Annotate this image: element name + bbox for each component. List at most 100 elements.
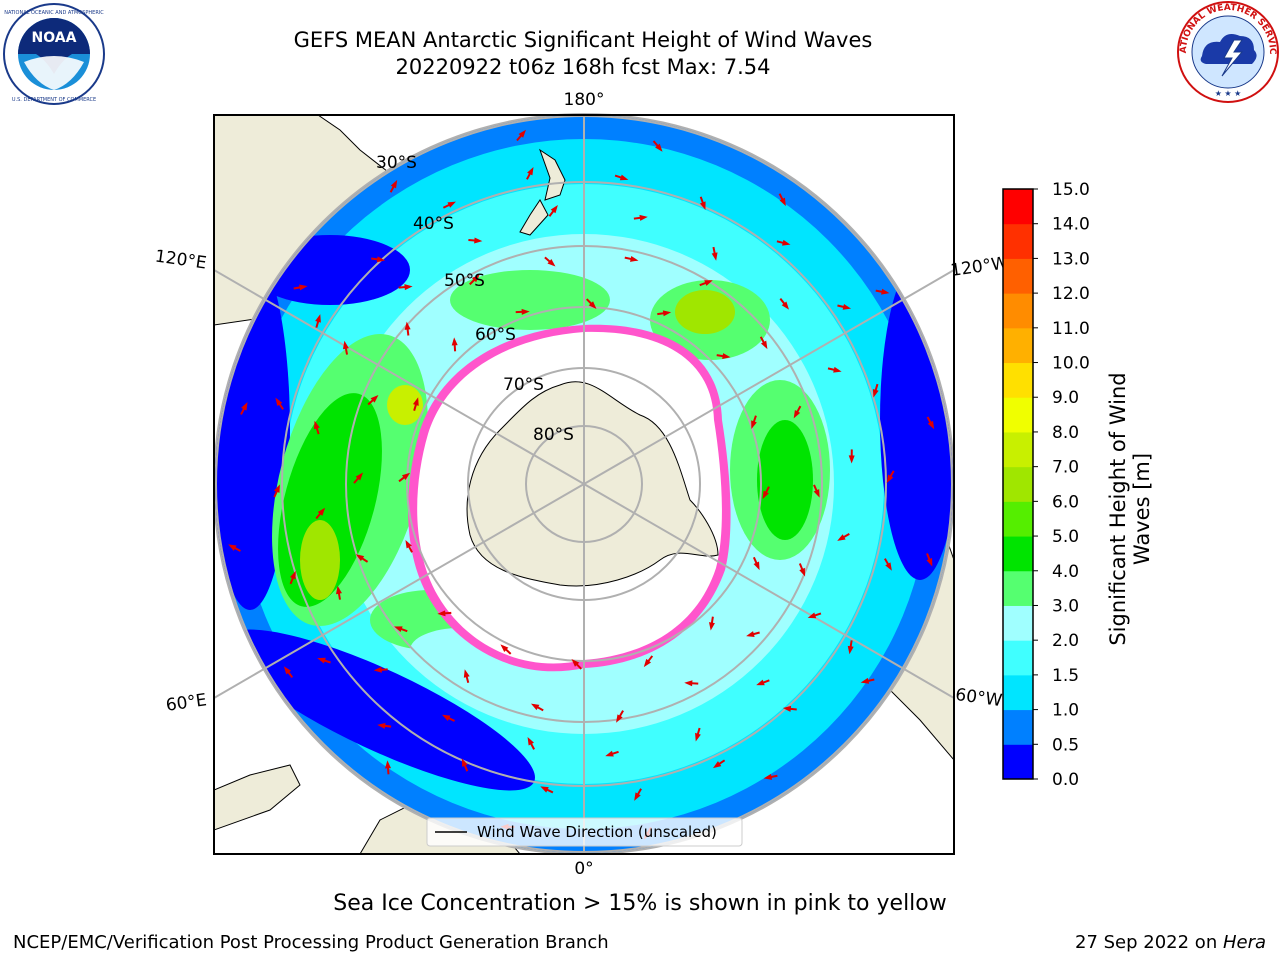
- wave-arrow-head: [571, 658, 580, 667]
- wave-arrow-head: [377, 722, 386, 729]
- wave-arrow-head: [837, 534, 846, 541]
- wave-arrow-head: [405, 539, 412, 549]
- wave-direction-arrows: [228, 129, 935, 840]
- wave-arrow-head: [807, 612, 817, 619]
- colorbar-tick-label: 10.0: [1052, 354, 1090, 374]
- lon-label-0: 0°: [574, 859, 593, 879]
- wave-arrow-head: [699, 201, 706, 210]
- wave-arrow-head: [283, 666, 292, 675]
- wave-arrow-head: [684, 680, 693, 687]
- map-legend: Wind Wave Direction (unscaled): [426, 817, 743, 847]
- colorbar-segment: [1003, 466, 1033, 502]
- lat-label-50s: 50°S: [444, 271, 485, 291]
- wave-arrow-head: [639, 214, 648, 221]
- colorbar-segment: [1003, 744, 1033, 780]
- wave-arrow-head: [317, 507, 326, 516]
- wave-arrow-head: [373, 666, 382, 673]
- colorbar-segment: [1003, 293, 1033, 329]
- lat-label-60s: 60°S: [475, 325, 516, 345]
- wave-arrow-head: [451, 337, 458, 346]
- wave-arrow-head: [241, 402, 248, 411]
- map-frame: [213, 114, 955, 855]
- wave-arrow-head: [404, 321, 411, 330]
- wave-arrow-head: [781, 301, 789, 310]
- wave-arrow-head: [390, 179, 398, 189]
- colorbar-tick-label: 8.0: [1052, 423, 1079, 443]
- colorbar-tick-label: 15.0: [1052, 180, 1090, 200]
- wave-arrow-head: [404, 284, 413, 291]
- footer-date: 27 Sep 2022 on Hera: [1075, 932, 1266, 953]
- footer-credit: NCEP/EMC/Verification Post Processing Pr…: [13, 932, 609, 953]
- wave-arrow-head: [695, 732, 701, 742]
- footer-machine: Hera: [1222, 932, 1266, 953]
- wave-arrow-head: [799, 567, 806, 577]
- colorbar-segment: [1003, 223, 1033, 259]
- wave-arrow-head: [756, 679, 765, 686]
- wave-arrow-head: [500, 644, 509, 652]
- lon-label-120e: 120°E: [154, 247, 208, 274]
- graticule-outer: [214, 269, 954, 699]
- wave-arrow-head: [753, 561, 760, 571]
- colorbar-segment: [1003, 327, 1033, 364]
- wave-arrow-head: [336, 585, 342, 595]
- wave-arrow-head: [412, 397, 419, 406]
- colorbar-tick-label: 3.0: [1052, 596, 1079, 616]
- wave-arrow-head: [527, 736, 534, 746]
- noaa-logo-text: NOAA: [32, 30, 77, 46]
- lon-label-60w: 60°W: [954, 685, 1003, 711]
- colorbar-tick-label: 6.0: [1052, 492, 1079, 512]
- wave-arrow-head: [342, 340, 349, 350]
- wave-arrow-head: [275, 397, 283, 406]
- wave-arrow-head: [471, 274, 480, 283]
- wave-arrow-head: [842, 303, 852, 310]
- colorbar-tick-label: 11.0: [1052, 319, 1090, 339]
- wave-arrow-head: [643, 658, 652, 668]
- wave-arrow-head: [527, 166, 534, 176]
- colorbar-tick-label: 13.0: [1052, 249, 1090, 269]
- wave-arrow-head: [630, 255, 639, 262]
- wave-arrow-head: [447, 201, 456, 208]
- wave-arrow-head: [746, 631, 755, 637]
- colorbar-tick-label: 0.5: [1052, 735, 1079, 755]
- wave-arrow-head: [315, 314, 321, 323]
- wave-arrow-head: [521, 308, 530, 315]
- wave-arrow-head: [763, 773, 773, 780]
- sea-ice-note: Sea Ice Concentration > 15% is shown in …: [333, 891, 947, 916]
- lat-label-40s: 40°S: [413, 214, 454, 234]
- colorbar-frame: [1002, 188, 1034, 780]
- wave-arrow-head: [881, 288, 890, 295]
- colorbar-segment: [1003, 189, 1033, 225]
- new-zealand: [519, 148, 566, 236]
- wave-arrow-head: [547, 259, 556, 267]
- wave-arrow-head: [813, 489, 820, 498]
- wave-arrow-head: [782, 239, 791, 246]
- colorbar-segment: [1003, 362, 1033, 398]
- colorbar-tick-label: 2.0: [1052, 631, 1079, 651]
- colorbar-tick-label: 9.0: [1052, 388, 1079, 408]
- colorbar-tick-label: 7.0: [1052, 458, 1079, 478]
- nws-logo: NATIONAL WEATHER SERVICE ★ ★ ★: [1176, 0, 1279, 103]
- colorbar-tick-label: 12.0: [1052, 284, 1090, 304]
- noaa-logo: NOAA NATIONAL OCEANIC AND ATMOSPHERIC U.…: [3, 3, 105, 105]
- colorbar-segment: [1003, 501, 1033, 537]
- colorbar-segment: [1003, 258, 1033, 294]
- legend-label: Wind Wave Direction (unscaled): [477, 823, 717, 841]
- wave-arrow-head: [833, 366, 842, 373]
- colorbar-segment: [1003, 674, 1033, 711]
- wave-arrow-head: [634, 792, 641, 801]
- wave-arrow-head: [616, 714, 623, 723]
- wave-arrow-head: [760, 340, 768, 350]
- wave-arrow-head: [441, 714, 451, 721]
- wave-arrow-head: [474, 237, 483, 244]
- colorbar-tick-label: 0.0: [1052, 770, 1079, 790]
- colorbar-segment: [1003, 397, 1033, 433]
- footer-date-text: 27 Sep 2022 on: [1075, 932, 1223, 953]
- colorbar-tick-label: 1.0: [1052, 701, 1079, 721]
- lat-label-30s: 30°S: [376, 153, 417, 173]
- colorbar-tick-label: 4.0: [1052, 562, 1079, 582]
- wave-arrow-head: [370, 395, 379, 403]
- wave-arrow-head: [762, 490, 769, 500]
- colorbar-segment: [1003, 536, 1033, 572]
- wave-arrow-head: [588, 301, 597, 310]
